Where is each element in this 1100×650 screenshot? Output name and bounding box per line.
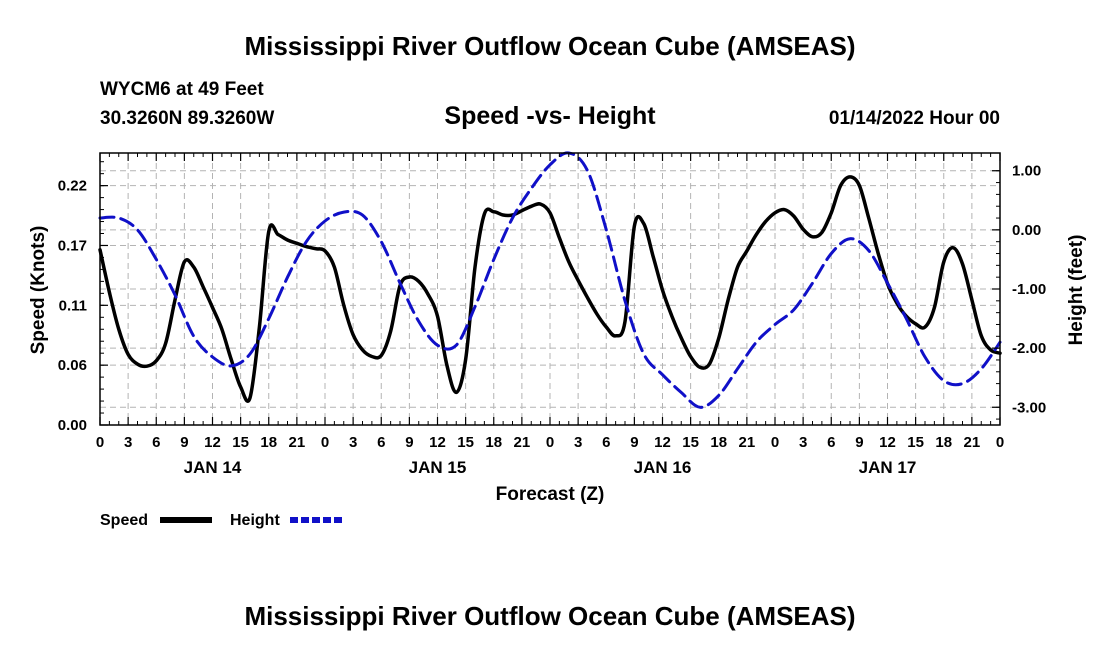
x-tick-label: 21 bbox=[514, 434, 531, 451]
x-tick-label: 15 bbox=[457, 434, 474, 451]
x-tick-label: 9 bbox=[630, 434, 638, 451]
x-tick-label: 12 bbox=[429, 434, 446, 451]
x-tick-label: 15 bbox=[907, 434, 924, 451]
x-tick-label: 21 bbox=[739, 434, 756, 451]
x-tick-label: 12 bbox=[654, 434, 671, 451]
x-tick-label: 18 bbox=[260, 434, 277, 451]
y-right-tick-label: -1.00 bbox=[1012, 281, 1046, 298]
x-tick-label: 15 bbox=[682, 434, 699, 451]
x-tick-label: 12 bbox=[879, 434, 896, 451]
location-label: 30.3260N 89.3260W bbox=[100, 108, 274, 129]
x-tick-label: 0 bbox=[96, 434, 104, 451]
x-tick-label: 21 bbox=[289, 434, 306, 451]
day-label: JAN 17 bbox=[859, 458, 917, 477]
x-tick-label: 3 bbox=[574, 434, 582, 451]
y-right-tick-label: -3.00 bbox=[1012, 399, 1046, 416]
footer-title: Mississippi River Outflow Ocean Cube (AM… bbox=[244, 601, 855, 631]
axis-ticks: 0 3 6 9 12 15 18 21 0 3 6 9 12 15 18 21 0 3 6 9 12 15 18 21 0 3 6 9… bbox=[58, 153, 1046, 477]
chart-title: Mississippi River Outflow Ocean Cube (AM… bbox=[244, 31, 855, 61]
x-tick-label: 0 bbox=[321, 434, 329, 451]
y-left-tick-label: 0.00 bbox=[58, 417, 87, 434]
x-tick-label: 3 bbox=[124, 434, 132, 451]
x-tick-label: 6 bbox=[602, 434, 610, 451]
series-layer bbox=[98, 151, 1002, 409]
x-tick-label: 9 bbox=[180, 434, 188, 451]
y-left-tick-label: 0.11 bbox=[59, 297, 87, 314]
y-axis-right-title: Height (feet) bbox=[1066, 235, 1087, 346]
x-tick-label: 6 bbox=[827, 434, 835, 451]
x-tick-label: 3 bbox=[799, 434, 807, 451]
y-right-tick-label: 1.00 bbox=[1012, 163, 1041, 180]
x-tick-label: 9 bbox=[855, 434, 863, 451]
x-tick-label: 0 bbox=[771, 434, 779, 451]
y-left-tick-label: 0.17 bbox=[58, 237, 87, 254]
y-left-tick-label: 0.22 bbox=[58, 178, 87, 195]
x-tick-label: 6 bbox=[377, 434, 385, 451]
x-axis-title: Forecast (Z) bbox=[496, 484, 605, 505]
x-tick-label: 9 bbox=[405, 434, 413, 451]
day-label: JAN 14 bbox=[184, 458, 242, 477]
x-tick-label: 15 bbox=[232, 434, 249, 451]
x-tick-label: 0 bbox=[996, 434, 1004, 451]
x-tick-label: 12 bbox=[204, 434, 221, 451]
x-tick-label: 0 bbox=[546, 434, 554, 451]
station-label: WYCM6 at 49 Feet bbox=[100, 79, 264, 100]
x-tick-label: 18 bbox=[935, 434, 952, 451]
y-right-tick-label: 0.00 bbox=[1012, 222, 1041, 239]
y-axis-left-title: Speed (Knots) bbox=[28, 226, 49, 355]
speed-series-line bbox=[98, 175, 1002, 403]
height-series-line bbox=[98, 151, 1002, 409]
date-label: 01/14/2022 Hour 00 bbox=[829, 108, 1000, 129]
y-right-tick-label: -2.00 bbox=[1012, 340, 1046, 357]
chart-subtitle: Speed -vs- Height bbox=[444, 102, 656, 130]
x-tick-label: 3 bbox=[349, 434, 357, 451]
x-tick-label: 21 bbox=[964, 434, 981, 451]
day-label: JAN 15 bbox=[409, 458, 467, 477]
x-tick-label: 18 bbox=[710, 434, 727, 451]
grid-lines bbox=[100, 153, 1000, 425]
x-tick-label: 18 bbox=[485, 434, 502, 451]
day-label: JAN 16 bbox=[634, 458, 692, 477]
legend-speed-label: Speed bbox=[100, 512, 148, 529]
y-left-tick-label: 0.06 bbox=[58, 357, 87, 374]
x-tick-label: 6 bbox=[152, 434, 160, 451]
legend-height-label: Height bbox=[230, 512, 280, 529]
